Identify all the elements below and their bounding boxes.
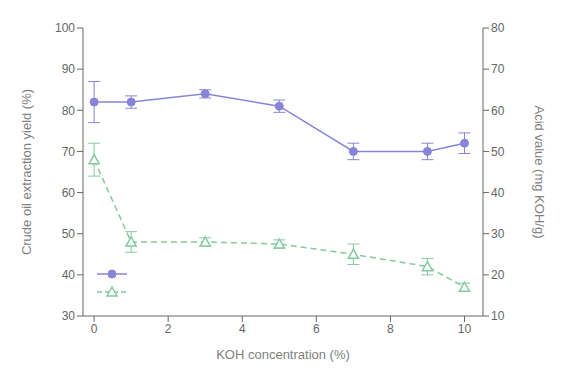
svg-text:Acid value (mg KOH/g): Acid value (mg KOH/g) (532, 106, 547, 239)
svg-text:50: 50 (62, 227, 76, 241)
svg-text:4: 4 (239, 322, 246, 336)
svg-text:30: 30 (491, 227, 505, 241)
svg-text:40: 40 (62, 268, 76, 282)
svg-text:0: 0 (91, 322, 98, 336)
svg-text:KOH concentration (%): KOH concentration (%) (216, 347, 350, 362)
svg-text:60: 60 (491, 104, 505, 118)
svg-text:6: 6 (313, 322, 320, 336)
svg-text:20: 20 (491, 268, 505, 282)
svg-text:70: 70 (491, 62, 505, 76)
svg-text:Crude oil extraction yield (%): Crude oil extraction yield (%) (19, 89, 34, 255)
svg-text:60: 60 (62, 186, 76, 200)
svg-text:80: 80 (62, 104, 76, 118)
svg-text:100: 100 (55, 21, 75, 35)
svg-text:90: 90 (62, 62, 76, 76)
svg-text:40: 40 (491, 186, 505, 200)
svg-text:50: 50 (491, 145, 505, 159)
svg-text:80: 80 (491, 21, 505, 35)
svg-text:30: 30 (62, 309, 76, 323)
svg-text:10: 10 (491, 309, 505, 323)
svg-text:8: 8 (387, 322, 394, 336)
svg-text:10: 10 (458, 322, 472, 336)
svg-text:70: 70 (62, 145, 76, 159)
svg-text:2: 2 (165, 322, 172, 336)
